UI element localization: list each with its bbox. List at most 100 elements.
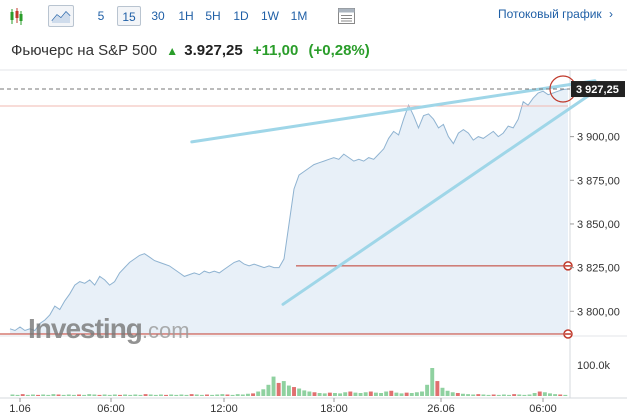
volume-bar — [261, 389, 266, 396]
volume-bar — [353, 392, 358, 396]
candlestick-icon[interactable] — [9, 5, 23, 27]
volume-bar — [82, 394, 87, 396]
volume-bar — [558, 394, 563, 396]
volume-bar — [563, 394, 568, 396]
volume-bar — [123, 394, 128, 396]
logo-suffix: .com — [141, 318, 190, 343]
last-price: 3.927,25 — [184, 42, 243, 59]
volume-bar — [384, 391, 389, 396]
volume-bar — [46, 394, 51, 396]
volume-bar — [302, 390, 307, 396]
volume-bar — [256, 391, 261, 396]
volume-bar — [66, 394, 71, 396]
volume-bar — [107, 394, 112, 396]
chart-toolbar: 5 15 30 1H 5H 1D 1W 1M Потоковый график … — [0, 0, 627, 34]
volume-bar — [266, 384, 271, 396]
volume-bar — [445, 390, 450, 396]
volume-bar — [496, 394, 501, 396]
interval-1d-button[interactable]: 1D — [233, 9, 249, 23]
volume-bar — [199, 394, 204, 396]
volume-bar — [292, 387, 296, 396]
price-axis-label: 3 900,00 — [577, 132, 620, 144]
volume-bar — [276, 382, 281, 396]
volume-bar — [133, 394, 138, 396]
volume-bar — [184, 394, 189, 396]
price-axis-label: 3 825,00 — [577, 263, 620, 275]
interval-5m-button[interactable]: 5 — [97, 9, 105, 23]
volume-bar — [409, 393, 414, 396]
interval-1m-button[interactable]: 1M — [290, 9, 308, 23]
volume-bar — [512, 394, 517, 396]
volume-bar — [297, 388, 302, 396]
volume-bar — [527, 394, 532, 396]
trendline — [190, 79, 597, 144]
volume-bar — [128, 394, 133, 396]
volume-bar — [425, 384, 430, 396]
volume-bar — [189, 394, 194, 396]
volume-bar — [61, 394, 66, 396]
volume-bar — [56, 394, 61, 396]
volume-bar — [373, 392, 378, 396]
volume-bar — [466, 394, 471, 396]
interval-15m-button[interactable]: 15 — [117, 6, 141, 26]
volume-bar — [179, 394, 184, 396]
table-view-icon[interactable] — [337, 5, 357, 27]
up-arrow-icon: ▲ — [166, 44, 179, 58]
volume-bar — [148, 394, 153, 396]
volume-bar — [235, 394, 240, 396]
volume-bar — [358, 393, 363, 396]
volume-bar — [343, 392, 348, 396]
volume-bar — [153, 394, 158, 396]
volume-bar — [194, 394, 199, 396]
time-axis-label: 26.06 — [427, 403, 455, 415]
volume-bar — [317, 393, 322, 396]
interval-1h-button[interactable]: 1H — [178, 9, 194, 23]
volume-bar — [271, 376, 276, 396]
volume-bar — [553, 394, 558, 396]
volume-bar — [112, 394, 117, 396]
volume-bar — [389, 390, 394, 396]
current-price-label: 3 927,25 — [576, 84, 619, 96]
volume-bar — [286, 385, 291, 396]
area-chart-icon[interactable] — [48, 5, 74, 27]
volume-bar — [481, 394, 486, 396]
volume-bar — [77, 394, 81, 396]
volume-bar — [102, 394, 107, 396]
volume-bar — [379, 393, 384, 396]
interval-1w-button[interactable]: 1W — [261, 9, 279, 23]
volume-bar — [542, 392, 547, 396]
volume-bar — [71, 394, 76, 396]
time-axis-label: 12:00 — [210, 403, 238, 415]
current-price-badge — [571, 81, 625, 98]
volume-bar — [532, 393, 537, 396]
volume-bar — [158, 394, 163, 396]
volume-bar — [430, 368, 435, 396]
volume-bar — [491, 394, 496, 396]
volume-bar — [97, 394, 102, 396]
investing-logo: Investing.com — [28, 313, 190, 345]
volume-bar — [230, 394, 235, 396]
interval-30m-button[interactable]: 30 — [151, 9, 165, 23]
price-axis-label: 3 850,00 — [577, 219, 620, 231]
volume-bar — [36, 394, 41, 396]
volume-bar — [471, 394, 476, 396]
volume-bar — [322, 393, 327, 396]
volume-bar — [460, 393, 465, 396]
volume-bar — [440, 387, 445, 396]
volume-bar — [348, 391, 353, 396]
volume-bar — [338, 393, 343, 396]
interval-5h-button[interactable]: 5H — [205, 9, 221, 23]
instrument-header: Фьючерс на S&P 500 ▲ 3.927,25 +11,00 (+0… — [11, 42, 370, 59]
volume-bar — [476, 394, 481, 396]
volume-bar — [15, 394, 20, 396]
volume-bar — [522, 394, 527, 396]
volume-bar — [251, 393, 256, 396]
trendline — [281, 89, 597, 306]
volume-bar — [138, 394, 143, 396]
price-axis-label: 3 800,00 — [577, 306, 620, 318]
volume-bar — [455, 393, 460, 396]
volume-bar — [41, 394, 46, 396]
volume-bar — [548, 393, 552, 396]
streaming-chart-link[interactable]: Потоковый график › — [498, 7, 613, 21]
